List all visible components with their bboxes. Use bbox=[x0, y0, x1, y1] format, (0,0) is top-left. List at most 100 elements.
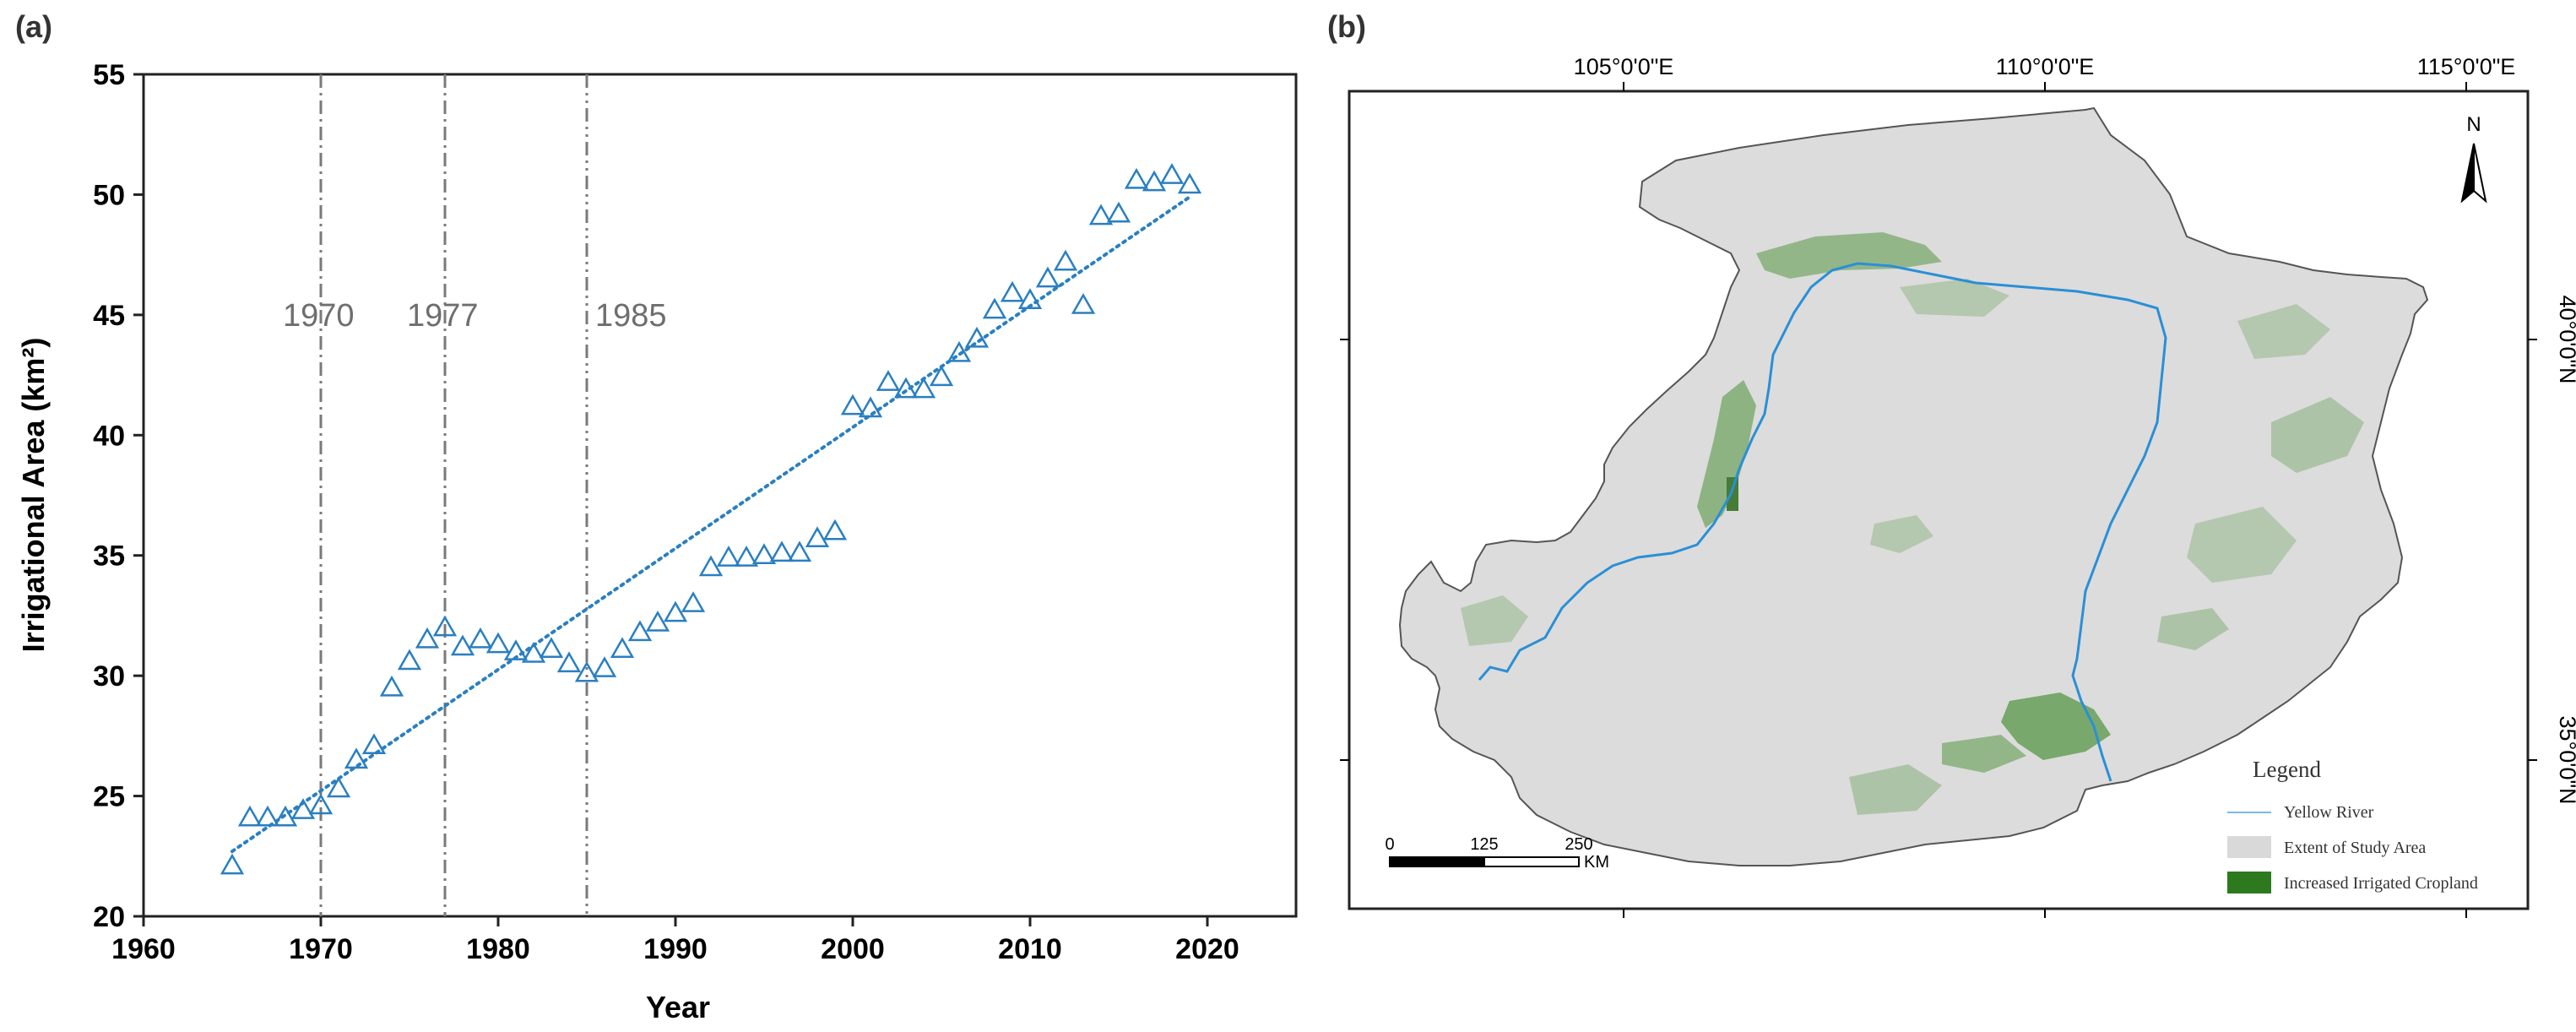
scale-unit: KM bbox=[1584, 853, 1609, 872]
data-point bbox=[273, 805, 298, 827]
y-tick-label: 25 bbox=[93, 781, 125, 813]
data-point bbox=[521, 641, 546, 663]
y-tick-label: 40 bbox=[93, 420, 125, 452]
latitude-label-40: 40°0'0"N bbox=[2555, 295, 2576, 383]
data-point bbox=[610, 637, 635, 659]
data-point bbox=[787, 540, 812, 562]
panel-b-label: (b) bbox=[1327, 9, 1366, 44]
legend-swatch-cropland bbox=[2227, 872, 2271, 893]
legend-item-yellow-river: Yellow River bbox=[2284, 803, 2374, 822]
x-tick-label: 2000 bbox=[821, 933, 885, 965]
map: 105°0'0"E 110°0'0"E 115°0'0"E 40°0'0"N 3… bbox=[1340, 54, 2576, 918]
y-tick-label: 50 bbox=[93, 179, 125, 211]
study-area-polygon bbox=[1398, 106, 2429, 866]
x-axis-title: Year bbox=[646, 990, 710, 1024]
data-point bbox=[982, 297, 1007, 319]
data-point bbox=[858, 396, 883, 418]
trend-line bbox=[230, 195, 1191, 854]
data-point bbox=[1000, 280, 1025, 302]
data-point bbox=[751, 543, 777, 564]
north-label: N bbox=[2466, 113, 2481, 136]
data-point bbox=[1017, 288, 1043, 310]
x-tick-label: 2020 bbox=[1175, 933, 1239, 965]
legend-item-cropland: Increased Irrigated Cropland bbox=[2284, 874, 2478, 893]
data-point bbox=[734, 546, 759, 567]
data-point bbox=[929, 365, 954, 387]
y-tick-label: 30 bbox=[93, 660, 125, 693]
data-point bbox=[539, 637, 564, 659]
data-point bbox=[432, 615, 458, 637]
scatter-chart: 1970 1977 1985 1960 1970 1980 1990 2000 2010 202… bbox=[16, 59, 1298, 1024]
x-tick-label: 1970 bbox=[289, 933, 353, 965]
data-point bbox=[485, 632, 511, 654]
event-label-1985: 1985 bbox=[595, 298, 667, 334]
latitude-label-35: 35°0'0"N bbox=[2555, 715, 2576, 804]
trendline bbox=[230, 195, 1191, 854]
longitude-label-110: 110°0'0"E bbox=[1996, 54, 2095, 79]
y-axis-ticks: 20 25 30 35 40 45 50 55 bbox=[93, 59, 144, 933]
data-point bbox=[1159, 163, 1185, 184]
legend-swatch-study-area bbox=[2227, 836, 2271, 858]
data-point bbox=[1088, 204, 1114, 225]
data-point bbox=[415, 627, 440, 649]
event-lines bbox=[319, 74, 588, 916]
data-point bbox=[361, 733, 387, 755]
data-point bbox=[698, 555, 724, 577]
data-point bbox=[1106, 201, 1131, 223]
data-point bbox=[255, 805, 280, 827]
x-axis-ticks: 1960 1970 1980 1990 2000 2010 2020 bbox=[111, 916, 1239, 965]
longitude-label-105: 105°0'0"E bbox=[1574, 54, 1674, 79]
map-legend: Legend Yellow River Extent of Study Area… bbox=[2227, 757, 2478, 893]
data-point bbox=[397, 649, 422, 671]
data-point bbox=[946, 340, 972, 362]
event-label-1977: 1977 bbox=[407, 298, 479, 334]
data-point bbox=[627, 620, 653, 642]
x-tick-label: 1980 bbox=[466, 933, 530, 965]
x-tick-label: 2010 bbox=[998, 933, 1062, 965]
legend-item-study-area: Extent of Study Area bbox=[2284, 839, 2426, 857]
data-point bbox=[840, 394, 865, 416]
data-point bbox=[379, 675, 404, 697]
data-point bbox=[876, 370, 901, 391]
data-point bbox=[681, 591, 706, 612]
data-point bbox=[592, 656, 617, 677]
data-point bbox=[1177, 172, 1202, 194]
data-point bbox=[344, 747, 369, 769]
longitude-label-115: 115°0'0"E bbox=[2417, 54, 2516, 79]
y-tick-label: 45 bbox=[93, 300, 125, 332]
panel-a-label: (a) bbox=[15, 9, 52, 44]
data-point bbox=[805, 526, 830, 548]
data-point bbox=[220, 853, 245, 875]
y-tick-label: 55 bbox=[93, 59, 125, 91]
irrigated-cropland bbox=[1461, 232, 2364, 815]
scale-tick-250: 250 bbox=[1565, 835, 1592, 854]
event-labels: 1970 1977 1985 bbox=[283, 298, 667, 334]
x-tick-label: 1990 bbox=[643, 933, 708, 965]
scale-tick-0: 0 bbox=[1385, 835, 1394, 854]
plot-frame bbox=[142, 73, 1298, 918]
data-point bbox=[503, 639, 529, 660]
legend-title: Legend bbox=[2253, 757, 2321, 782]
data-point bbox=[911, 377, 936, 399]
data-point bbox=[290, 798, 316, 819]
data-point bbox=[468, 627, 493, 649]
data-point bbox=[1053, 249, 1078, 271]
data-point bbox=[1142, 170, 1167, 192]
data-point bbox=[769, 540, 794, 562]
data-point bbox=[1035, 266, 1060, 288]
north-arrow: N bbox=[2460, 113, 2487, 204]
data-point bbox=[308, 793, 334, 815]
data-points bbox=[220, 163, 1202, 875]
y-tick-label: 35 bbox=[93, 540, 125, 573]
data-point bbox=[663, 600, 688, 622]
data-point bbox=[1124, 167, 1149, 189]
data-point bbox=[1071, 292, 1096, 314]
data-point bbox=[450, 634, 475, 656]
data-point bbox=[964, 326, 990, 348]
x-tick-label: 1960 bbox=[111, 933, 176, 965]
scale-bar: 0 125 250 KM bbox=[1385, 835, 1609, 872]
data-point bbox=[716, 546, 741, 567]
data-point bbox=[893, 377, 919, 399]
y-axis-title: Irrigational Area (km²) bbox=[16, 338, 51, 653]
